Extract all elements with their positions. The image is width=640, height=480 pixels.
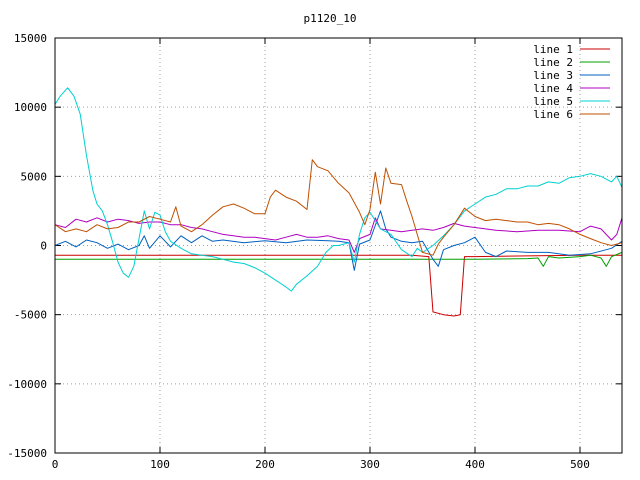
legend-label: line 2 [533,56,573,69]
x-tick-label: 200 [255,458,275,471]
x-tick-label: 300 [360,458,380,471]
y-tick-label: -15000 [7,447,47,460]
axes: 0 100 200 300 400 500 -15000 -10000 -5000 0 5000 10… [7,32,622,471]
series-line-6 [54,159,623,256]
plot-frame [54,37,623,454]
y-tick-label: -10000 [7,378,47,391]
series-line-3 [54,210,623,271]
y-tick-label: -5000 [14,309,47,322]
series-line-4 [54,217,623,253]
x-tick-label: 500 [570,458,590,471]
x-tick-label: 100 [150,458,170,471]
x-tick-label: 400 [465,458,485,471]
y-tick-label: 10000 [14,101,47,114]
grid [55,38,622,453]
legend-label: line 3 [533,69,573,82]
y-tick-label: 0 [40,240,47,253]
series-line-5 [54,87,623,292]
legend-label: line 5 [533,95,573,108]
x-tick-label: 0 [52,458,59,471]
series-line-1 [55,254,622,317]
series-line-2 [55,251,623,267]
legend-label: line 1 [533,43,573,56]
legend-label: line 6 [533,108,573,121]
legend-label: line 4 [533,82,573,95]
chart-title: p1120_10 [304,12,357,25]
series-lines [54,87,623,317]
y-tick-label: 15000 [14,32,47,45]
y-tick-label: 5000 [21,170,48,183]
